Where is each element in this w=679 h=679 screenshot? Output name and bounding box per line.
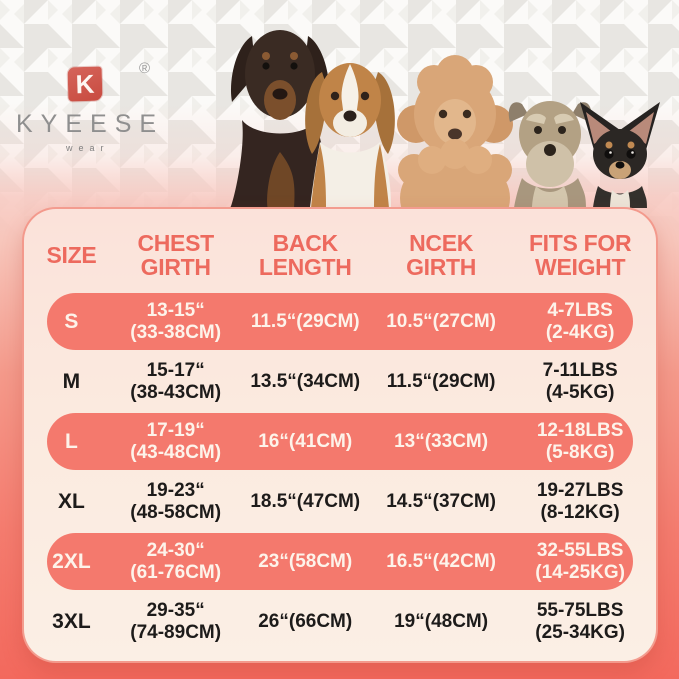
brand-subtitle: wear [66, 143, 110, 153]
size-label: L [64, 429, 78, 453]
size-label: M [62, 369, 81, 393]
fits-weight-value: 32-55LBS (14-25KG) [535, 540, 625, 583]
fits-weight-value: 7-11LBS (4-5KG) [542, 360, 618, 403]
fits-weight-value: 4-7LBS (2-4KG) [545, 300, 615, 343]
column-header-fits-weight: FITS FOR WEIGHT [528, 229, 632, 280]
size-label: 3XL [52, 609, 91, 633]
back-length-value: 16“(41CM) [258, 430, 353, 452]
back-length-value: 23“(58CM) [258, 550, 353, 572]
brand-name: KYEESE [16, 110, 165, 138]
size-label: S [64, 309, 79, 333]
fits-weight-value: 19-27LBS (8-12KG) [536, 480, 624, 523]
chest-girth-value: 24-30“ (61-76CM) [130, 540, 222, 583]
chest-girth-value: 29-35“ (74-89CM) [130, 600, 222, 643]
back-length-value: 18.5“(47CM) [250, 490, 361, 512]
column-header-size: SIZE [46, 241, 97, 268]
column-header-back-length: BACK LENGTH [258, 229, 352, 280]
fits-weight-value: 12-18LBS (5-8KG) [536, 420, 624, 463]
chest-girth-value: 19-23“ (48-58CM) [130, 480, 222, 523]
dogs-photo-strip [230, 30, 660, 208]
neck-girth-value: 11.5“(29CM) [386, 370, 496, 392]
doberman-image [230, 30, 332, 208]
size-row-m: M 15-17“ (38-43CM) 13.5“(34CM) 11.5“(29C… [24, 353, 656, 410]
chest-girth-value: 15-17“ (38-43CM) [130, 360, 222, 403]
chest-girth-value: 17-19“ (43-48CM) [130, 420, 222, 463]
fits-weight-value: 55-75LBS (25-34KG) [535, 600, 625, 643]
schnauzer-image [508, 101, 592, 208]
brand-logo-letter: K [75, 68, 95, 100]
size-label: 2XL [52, 549, 91, 573]
size-chart-card: SIZE CHEST GIRTH BACK LENGTH NCEK GIRTH … [22, 207, 658, 663]
size-row-2xl: 2XL 24-30“ (61-76CM) 23“(58CM) 16.5“(42C… [24, 533, 656, 590]
back-length-value: 13.5“(34CM) [250, 370, 361, 392]
neck-girth-value: 14.5“(37CM) [386, 490, 497, 512]
beagle-image [305, 63, 395, 208]
neck-girth-value: 16.5“(42CM) [386, 550, 497, 572]
column-header-chest-girth: CHEST GIRTH [137, 229, 214, 280]
column-header-neck-girth: NCEK GIRTH [406, 229, 477, 280]
brand-logo: K ® KYEESE wear [0, 0, 175, 175]
registered-trademark-icon: ® [139, 60, 151, 77]
back-length-value: 11.5“(29CM) [250, 310, 360, 332]
neck-girth-value: 10.5“(27CM) [386, 310, 497, 332]
chest-girth-value: 13-15“ (33-38CM) [130, 300, 222, 343]
brand-k-badge-icon: K [67, 66, 103, 102]
size-label: XL [57, 489, 85, 513]
chihuahua-image [580, 102, 660, 208]
size-row-s: S 13-15“ (33-38CM) 11.5“(29CM) 10.5“(27C… [24, 293, 656, 350]
back-length-value: 26“(66CM) [258, 610, 353, 632]
poodle-image [397, 55, 513, 208]
size-row-l: L 17-19“ (43-48CM) 16“(41CM) 13“(33CM) 1… [24, 413, 656, 470]
size-row-3xl: 3XL 29-35“ (74-89CM) 26“(66CM) 19“(48CM)… [24, 593, 656, 650]
neck-girth-value: 13“(33CM) [394, 430, 489, 452]
neck-girth-value: 19“(48CM) [394, 610, 489, 632]
size-chart-header-row: SIZE CHEST GIRTH BACK LENGTH NCEK GIRTH … [24, 223, 656, 287]
size-row-xl: XL 19-23“ (48-58CM) 18.5“(47CM) 14.5“(37… [24, 473, 656, 530]
